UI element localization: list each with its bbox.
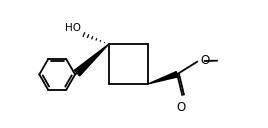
Polygon shape bbox=[148, 72, 178, 84]
Text: O: O bbox=[176, 101, 185, 114]
Text: O: O bbox=[201, 54, 210, 67]
Text: HO: HO bbox=[65, 23, 81, 33]
Polygon shape bbox=[75, 44, 109, 76]
